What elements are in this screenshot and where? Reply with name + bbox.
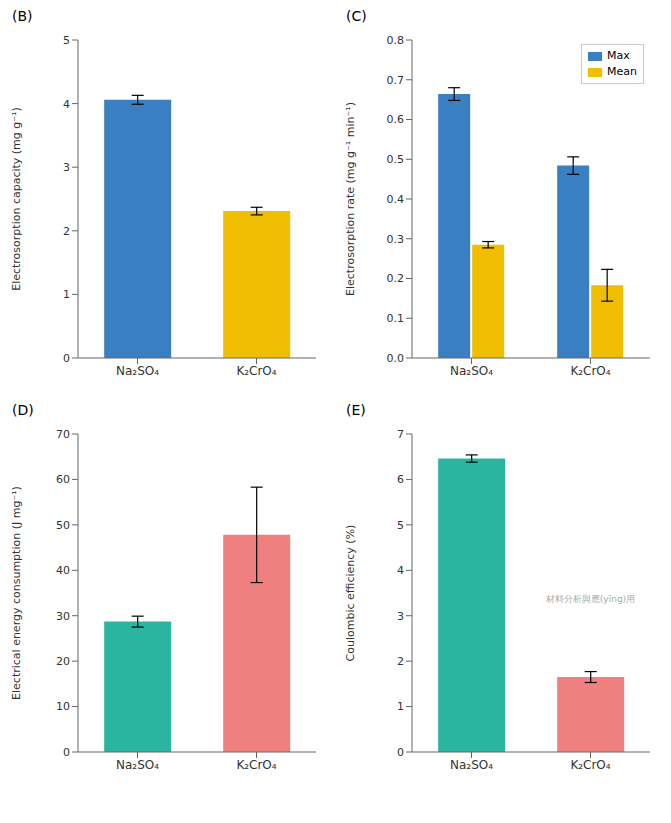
html-text:(C): (C) <box>346 8 367 24</box>
svg-text:70: 70 <box>56 428 70 441</box>
svg-text:4: 4 <box>397 564 404 577</box>
svg-text:K₂CrO₄: K₂CrO₄ <box>570 758 610 772</box>
svg-text:Na₂SO₄: Na₂SO₄ <box>450 758 493 772</box>
svg-text:0.0: 0.0 <box>387 352 405 365</box>
svg-text:0: 0 <box>63 352 70 365</box>
svg-text:2: 2 <box>397 655 404 668</box>
svg-text:5: 5 <box>63 34 70 47</box>
svg-text:60: 60 <box>56 473 70 486</box>
svg-text:50: 50 <box>56 519 70 532</box>
svg-text:Na₂SO₄: Na₂SO₄ <box>450 364 493 378</box>
html-text:Mean: Mean <box>607 65 637 78</box>
html-text:材料分析與應(yīng)用: 材料分析與應(yīng)用 <box>545 594 636 604</box>
svg-text:6: 6 <box>397 473 404 486</box>
svg-text:K₂CrO₄: K₂CrO₄ <box>570 364 610 378</box>
svg-text:0.2: 0.2 <box>387 272 405 285</box>
svg-text:20: 20 <box>56 655 70 668</box>
svg-text:Electrosorption capacity (mg g: Electrosorption capacity (mg g⁻¹) <box>10 107 23 291</box>
svg-text:0.3: 0.3 <box>387 233 405 246</box>
svg-text:Electrical energy consumption: Electrical energy consumption (J mg⁻¹) <box>10 486 23 700</box>
html-text:(D): (D) <box>12 402 34 418</box>
svg-text:0.4: 0.4 <box>387 193 405 206</box>
svg-text:0: 0 <box>63 746 70 759</box>
svg-text:30: 30 <box>56 610 70 623</box>
svg-text:Coulombic efficiency (%): Coulombic efficiency (%) <box>344 525 357 662</box>
svg-text:0.5: 0.5 <box>387 153 405 166</box>
svg-text:3: 3 <box>63 161 70 174</box>
svg-text:10: 10 <box>56 700 70 713</box>
svg-text:0: 0 <box>397 746 404 759</box>
svg-text:0.8: 0.8 <box>387 34 405 47</box>
html-text:(B): (B) <box>12 8 33 24</box>
svg-text:7: 7 <box>397 428 404 441</box>
svg-text:1: 1 <box>63 288 70 301</box>
svg-text:0.1: 0.1 <box>387 312 405 325</box>
svg-text:3: 3 <box>397 610 404 623</box>
svg-text:4: 4 <box>63 98 70 111</box>
svg-text:0.6: 0.6 <box>387 113 405 126</box>
html-text:(E): (E) <box>346 402 366 418</box>
svg-text:2: 2 <box>63 225 70 238</box>
svg-text:K₂CrO₄: K₂CrO₄ <box>236 364 276 378</box>
svg-text:5: 5 <box>397 519 404 532</box>
svg-text:1: 1 <box>397 700 404 713</box>
svg-text:Na₂SO₄: Na₂SO₄ <box>116 364 159 378</box>
svg-text:Na₂SO₄: Na₂SO₄ <box>116 758 159 772</box>
svg-text:Electrosorption rate (mg g⁻¹ m: Electrosorption rate (mg g⁻¹ min⁻¹) <box>344 102 357 296</box>
svg-text:K₂CrO₄: K₂CrO₄ <box>236 758 276 772</box>
html-text:Max: Max <box>607 49 630 62</box>
svg-text:40: 40 <box>56 564 70 577</box>
svg-text:0.7: 0.7 <box>387 74 405 87</box>
